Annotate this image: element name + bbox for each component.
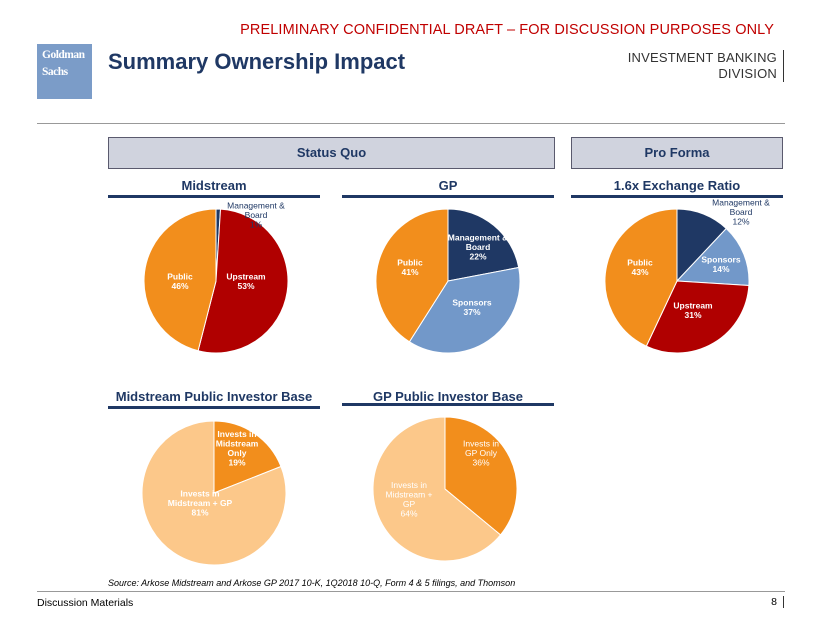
chart-rule-midstream-investor-base [108, 406, 320, 409]
chart-title-gp-investor-base: GP Public Investor Base [372, 389, 524, 404]
goldman-sachs-logo: Goldman Sachs [37, 44, 92, 99]
pie-chart-midstream-investor-base: Invests in Midstream Only 19% Invests in Mids… [141, 420, 287, 566]
chart-rule-midstream [108, 195, 320, 198]
pie-label-invests-in-midstream-gp: Invests in Midstream + GP 64% [386, 480, 433, 519]
pie-label-public: Public 41% [397, 257, 423, 277]
division-line-2: DIVISION [718, 66, 777, 81]
pie-chart-midstream: Management & Board 1% Upstream 53% Public 46% [143, 201, 289, 354]
pie-slice-sponsors [675, 227, 750, 287]
pie-label-upstream: Upstream 31% [673, 300, 713, 320]
pie-label-management-board: Management & Board 22% [448, 233, 508, 262]
draft-notice: PRELIMINARY CONFIDENTIAL DRAFT – FOR DIS… [240, 22, 774, 38]
status-quo-band: Status Quo [108, 137, 555, 169]
division-label: INVESTMENT BANKING DIVISION [628, 50, 784, 82]
source-note: Source: Arkose Midstream and Arkose GP 2… [108, 578, 516, 588]
pie-label-invests-in-midstream-gp: Invests in Midstream + GP 81% [168, 489, 233, 518]
chart-rule-gp-investor-base [342, 403, 554, 406]
pie-label-sponsors: Sponsors 37% [452, 297, 491, 317]
page-title: Summary Ownership Impact [108, 49, 406, 74]
pie-chart-gp: Management & Board 22% Sponsors 37% Public 41% [375, 208, 521, 354]
pie-slice-public [143, 208, 217, 352]
logo-line-1: Goldman [42, 49, 85, 61]
pie-slice-upstream [197, 208, 289, 354]
pro-forma-band: Pro Forma [571, 137, 783, 169]
header-divider [37, 123, 785, 124]
pie-slice-invests-in-midstream-gp [372, 416, 502, 562]
division-line-1: INVESTMENT BANKING [627, 50, 777, 65]
pie-slice-management-board [447, 208, 520, 282]
pie-slice-upstream [645, 280, 750, 354]
chart-rule-gp [342, 195, 554, 198]
pie-label-upstream: Upstream 53% [226, 271, 266, 291]
pie-label-public: Public 46% [167, 271, 193, 291]
pie-slice-invests-in-midstream-only [213, 420, 282, 494]
chart-title-midstream: Midstream [181, 178, 247, 193]
chart-title-exchange-ratio: 1.6x Exchange Ratio [613, 178, 741, 193]
chart-title-gp: GP [438, 178, 458, 193]
pie-label-public: Public 43% [627, 257, 653, 277]
logo-line-2: Sachs [42, 66, 68, 78]
pie-label-management-board: Management & Board 12% [712, 198, 770, 227]
pie-chart-exchange-ratio: Management & Board 12% Sponsors 14% Upstream 3… [604, 198, 770, 354]
chart-rule-exchange-ratio [571, 195, 783, 198]
pie-label-sponsors: Sponsors 14% [701, 254, 740, 274]
pie-slice-public [375, 208, 449, 343]
pie-label-invests-in-gp-only: Invests in GP Only 36% [463, 439, 499, 468]
pie-label-management-board: Management & Board 1% [227, 201, 285, 230]
chart-title-midstream-investor-base: Midstream Public Investor Base [115, 389, 313, 404]
footer-label: Discussion Materials [37, 597, 134, 609]
pie-slice-public [604, 208, 678, 347]
pie-slice-invests-in-gp-only [444, 416, 518, 536]
page-number: 8 [771, 596, 784, 608]
pie-slice-sponsors [408, 266, 521, 354]
footer-divider [37, 591, 785, 592]
pie-slice-invests-in-midstream-gp [141, 420, 287, 566]
pie-label-invests-in-midstream-only: Invests in Midstream Only 19% [216, 429, 259, 468]
pie-chart-gp-investor-base: Invests in GP Only 36% Invests in Midstream … [372, 416, 518, 562]
